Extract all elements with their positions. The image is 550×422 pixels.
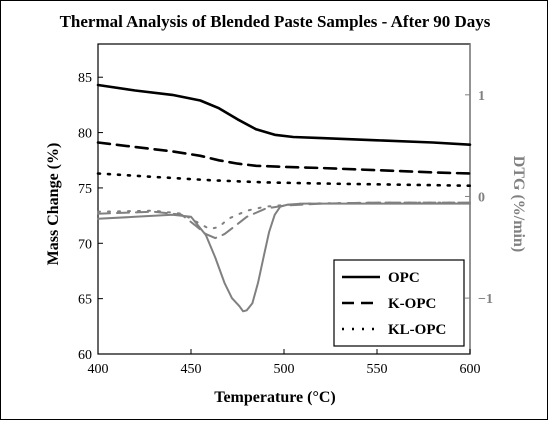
series-line-k-opc-dtg [97, 201, 471, 240]
x-tick-label: 550 [367, 362, 388, 377]
plot-area: 400 450 500 550 600 60 65 70 75 80 85 1 0 −1 [78, 43, 493, 377]
legend-label: KL-OPC [388, 322, 446, 338]
series-line-kl-opc-dtg [97, 201, 471, 230]
series-line-kl-opc [96, 172, 472, 187]
y-axis-label: Mass Change (%) [45, 143, 62, 266]
y-tick-label: 65 [78, 293, 92, 308]
x-tick-label: 600 [460, 362, 481, 377]
legend: OPC K-OPC KL-OPC [333, 259, 465, 347]
x-tick-label: 450 [181, 362, 202, 377]
y2-axis-label: DTG (%/min) [510, 156, 527, 252]
y-tick-label: 60 [78, 348, 92, 363]
chart-title: Thermal Analysis of Blended Paste Sample… [60, 12, 491, 31]
legend-box [333, 259, 465, 347]
x-tick-label: 400 [88, 362, 109, 377]
y2-tick-label: 1 [478, 89, 485, 104]
x-tick-label: 500 [274, 362, 295, 377]
x-axis-label: Temperature (°C) [214, 389, 335, 406]
y-tick-label: 70 [78, 237, 92, 252]
y2-tick-label: −1 [478, 292, 493, 307]
series-line-k-opc [96, 141, 472, 175]
series-line-opc [96, 83, 472, 146]
y-tick-label: 80 [78, 127, 92, 142]
y-tick-label: 75 [78, 182, 92, 197]
y-tick-label: 85 [78, 71, 92, 86]
legend-label: OPC [388, 270, 420, 286]
legend-label: K-OPC [388, 296, 436, 312]
y2-tick-label: 0 [478, 190, 485, 205]
